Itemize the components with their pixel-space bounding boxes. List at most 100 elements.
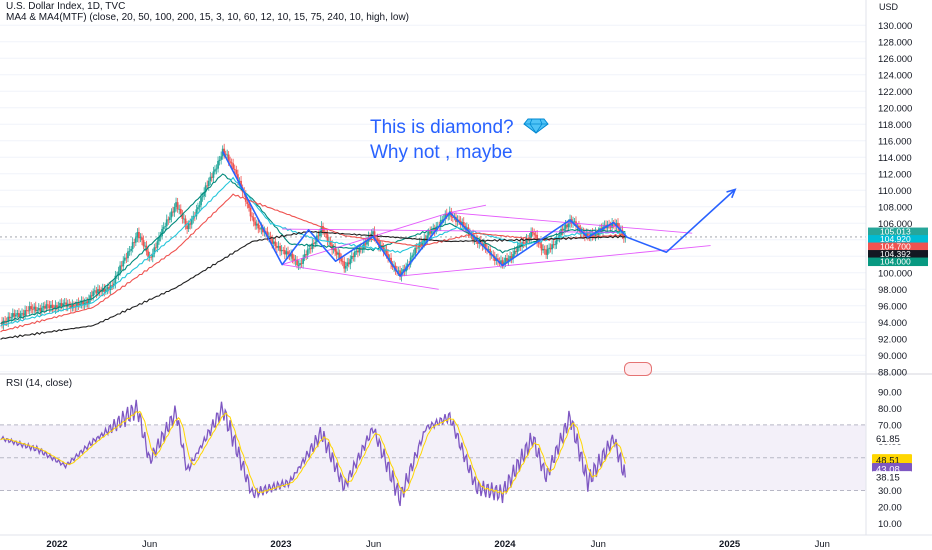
candle-body — [397, 270, 400, 272]
price-axis[interactable]: 130.000 128.000 126.000 124.000 122.000 120.0… — [865, 0, 928, 535]
candle-body — [518, 245, 520, 247]
candle-body — [69, 305, 72, 309]
price-tick-label[interactable]: 120.000 — [878, 103, 912, 114]
candle-body — [299, 263, 301, 266]
price-tick-label[interactable]: 116.000 — [878, 136, 912, 147]
candle-body — [179, 208, 182, 214]
candle-body — [552, 244, 555, 246]
candle-body — [200, 197, 202, 206]
time-tick-label[interactable]: 2024 — [494, 539, 516, 550]
candle-body — [320, 226, 323, 232]
time-tick-label[interactable]: 2022 — [46, 539, 67, 550]
time-tick-label[interactable]: Jun — [142, 539, 157, 550]
candle-body — [319, 231, 321, 237]
price-tick-label[interactable]: 96.000 — [878, 301, 907, 312]
price-value-badge-text: 104.700 — [880, 242, 911, 252]
price-tick-label[interactable]: 124.000 — [878, 70, 912, 81]
candle-body — [82, 300, 84, 306]
candle-body — [65, 302, 68, 307]
candle-body — [220, 156, 223, 160]
candle-body — [340, 258, 343, 262]
price-value-badge-text: 104.000 — [880, 257, 911, 267]
candle-body — [314, 241, 317, 244]
candle-body — [276, 245, 278, 248]
candle-body — [293, 258, 295, 261]
candle-body — [72, 304, 75, 307]
diamond-trend-line — [449, 204, 487, 214]
price-tick-label[interactable]: 114.000 — [878, 153, 912, 164]
candle-body — [531, 231, 534, 234]
candle-body — [346, 262, 349, 267]
candle-body — [172, 211, 174, 213]
candle-body — [586, 232, 589, 236]
candle-body — [306, 249, 309, 256]
candle-body — [513, 250, 516, 255]
candle-body — [575, 221, 577, 227]
candle-body — [611, 222, 614, 228]
price-tick-label[interactable]: 130.000 — [878, 21, 912, 32]
price-tick-label[interactable]: 126.000 — [878, 54, 912, 65]
candle-body — [125, 257, 128, 259]
price-tick-label[interactable]: 112.000 — [878, 169, 912, 180]
price-tick-label[interactable]: 110.000 — [878, 186, 912, 197]
rsi-tick-label: 70.00 — [878, 420, 902, 431]
price-tick-label[interactable]: 100.000 — [878, 268, 912, 279]
candle-body — [325, 232, 327, 235]
candle-body — [421, 242, 424, 245]
time-tick-label[interactable]: Jun — [591, 539, 606, 550]
symbol-title: U.S. Dollar Index, 1D, TVC — [6, 1, 126, 12]
candle-body — [60, 302, 63, 307]
candle-body — [279, 245, 281, 252]
candle-body — [88, 299, 90, 305]
price-tick-label[interactable]: 106.000 — [878, 219, 912, 230]
candle-body — [224, 153, 227, 155]
pattern-arrowhead — [726, 188, 737, 199]
time-tick-label[interactable]: Jun — [366, 539, 381, 550]
candle-body — [358, 247, 361, 253]
price-tick-label[interactable]: 92.000 — [878, 334, 907, 345]
candle-body — [280, 249, 283, 252]
candle-body — [189, 223, 192, 225]
time-tick-label[interactable]: 2025 — [719, 539, 741, 550]
candle-body — [130, 249, 133, 251]
price-tick-label[interactable]: 98.000 — [878, 285, 907, 296]
candle-body — [543, 249, 546, 250]
candle-body — [496, 258, 499, 261]
candle-body — [364, 243, 367, 245]
candle-body — [85, 301, 87, 303]
candle-body — [154, 247, 157, 249]
candle-body — [62, 303, 65, 307]
price-tick-label[interactable]: 108.000 — [878, 202, 912, 213]
candle-body — [536, 234, 539, 243]
price-tick-label[interactable]: 94.000 — [878, 318, 907, 329]
price-tick-label[interactable]: 88.000 — [878, 367, 907, 378]
candle-body — [545, 249, 548, 255]
time-axis[interactable]: 2022 Jun 2023 Jun 2024 Jun 2025 Jun — [0, 534, 932, 550]
candle-body — [229, 161, 232, 163]
candle-body — [417, 247, 420, 249]
candle-body — [385, 249, 388, 254]
price-tick-label[interactable]: 122.000 — [878, 87, 912, 98]
candle-body — [86, 301, 89, 305]
candle-body — [525, 238, 528, 245]
rsi-value-badge-text: 48.51 — [876, 456, 900, 467]
candle-body — [461, 222, 464, 225]
price-value-badge — [868, 242, 928, 252]
candle-body — [258, 228, 261, 230]
price-tick-label[interactable]: 128.000 — [878, 37, 912, 48]
candle-body — [184, 218, 187, 226]
candle-body — [28, 306, 31, 311]
time-tick-label[interactable]: Jun — [815, 539, 830, 550]
candle-body — [309, 248, 312, 250]
candle-body — [89, 295, 92, 300]
candle-body — [138, 231, 140, 239]
candle-body — [54, 305, 57, 310]
price-tick-label[interactable]: 118.000 — [878, 120, 912, 131]
candle-body — [119, 265, 121, 272]
price-tick-label[interactable]: 90.000 — [878, 351, 907, 362]
candle-body — [624, 237, 627, 239]
candle-body — [112, 283, 115, 286]
candle-body — [77, 302, 80, 306]
time-tick-label[interactable]: 2023 — [270, 539, 291, 550]
candle-body — [334, 247, 337, 252]
